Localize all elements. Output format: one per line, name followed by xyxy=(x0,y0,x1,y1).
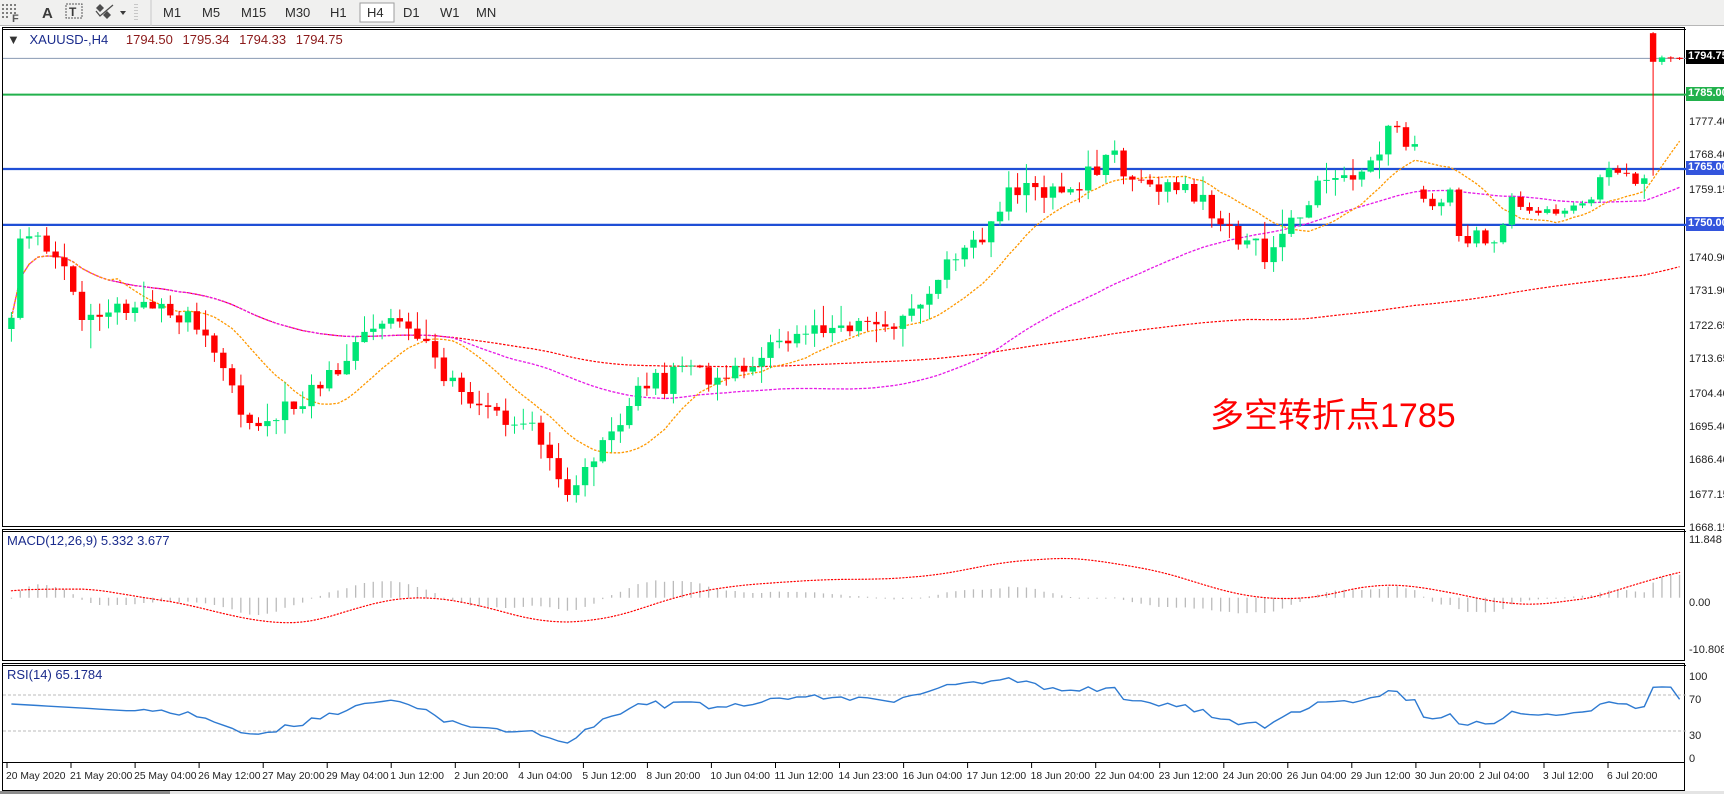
svg-text:H1: H1 xyxy=(330,5,347,20)
svg-text:M15: M15 xyxy=(241,5,266,20)
svg-text:A: A xyxy=(42,5,53,22)
svg-text:W1: W1 xyxy=(440,5,460,20)
svg-text:M30: M30 xyxy=(285,5,310,20)
svg-text:F: F xyxy=(12,13,19,25)
svg-text:H4: H4 xyxy=(367,5,384,20)
svg-text:M1: M1 xyxy=(163,5,181,20)
svg-text:D1: D1 xyxy=(403,5,420,20)
svg-text:M5: M5 xyxy=(202,5,220,20)
svg-text:MN: MN xyxy=(476,5,496,20)
svg-text:T: T xyxy=(69,5,77,19)
